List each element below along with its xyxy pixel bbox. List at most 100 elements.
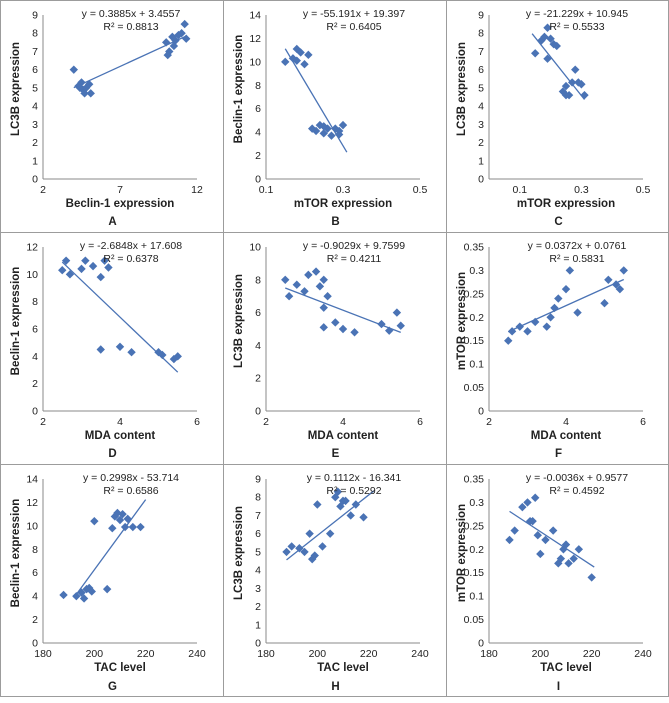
panel-c: 0 1 2 3 4 5 6 7 8 9 0.1 0.3 0.5 mTOR expression LC3B e… [446,0,669,233]
y-tick-label: 12 [249,33,261,45]
data-point [305,529,314,538]
data-point [173,352,182,361]
y-tick-label: 10 [249,56,261,68]
r-squared-label: R² = 0.5533 [549,21,604,33]
panel-caption: G [108,681,117,693]
y-tick-label: 9 [32,10,38,22]
data-point [180,19,189,29]
data-point [377,319,386,329]
data-point [96,272,105,282]
data-point [319,129,328,138]
y-axis-label: mTOR expression [456,272,468,370]
data-point [128,522,138,532]
y-tick-label: 0.1 [469,591,484,603]
y-tick-label: 14 [249,10,261,22]
y-tick-label: 6 [32,64,38,76]
data-point [510,526,519,535]
x-tick-label: 200 [309,648,327,660]
x-tick-label: 240 [634,648,652,660]
data-point [88,261,98,271]
y-tick-label: 5 [32,82,38,94]
r-squared-label: R² = 0.6586 [103,485,158,497]
y-tick-label: 6 [32,324,38,336]
chart-i: 0 0.05 0.1 0.15 0.2 0.25 0.3 0.35 180 200 220 240 TA… [456,472,652,693]
equation-label: y = 0.1112x - 16.341 [307,472,402,484]
y-tick-label: 0.05 [464,382,485,394]
data-point [359,513,368,522]
y-tick-label: 3 [478,119,484,131]
y-tick-label: 10 [249,242,261,254]
y-tick-label: 4 [32,351,38,363]
y-tick-label: 1 [478,155,484,167]
data-point [169,41,179,51]
y-tick-label: 6 [255,528,261,540]
equation-label: y = 0.2998x - 53.714 [83,472,179,484]
data-point [79,594,89,603]
y-tick-label: 2 [255,373,261,385]
y-tick-label: 8 [32,544,38,556]
data-point [96,345,105,354]
data-point [341,496,350,506]
x-tick-label: 220 [137,648,155,660]
data-point [87,587,96,596]
panel-d: 0 2 4 6 8 10 12 2 4 6 MDA content Beclin-1 expressi… [0,232,224,465]
x-tick-label: 0.5 [413,184,428,196]
y-tick-label: 1 [32,155,38,167]
data-point [548,526,558,535]
x-tick-label: 180 [480,648,498,660]
data-point [58,266,67,275]
y-axis-label: mTOR expression [456,504,468,602]
y-axis-label: Beclin-1 expression [10,499,22,608]
y-tick-label: 0.25 [464,520,485,532]
data-point [319,122,328,131]
data-point [311,267,321,276]
data-point [333,487,343,496]
y-tick-label: 7 [478,46,484,58]
data-point [505,535,514,545]
r-squared-label: R² = 0.4592 [549,485,604,497]
y-axis-label: Beclin-1 expression [10,267,22,376]
y-tick-label: 0 [255,406,261,418]
data-point [541,535,550,545]
x-tick-label: 200 [86,648,104,660]
x-tick-label: 12 [191,184,203,196]
trend-line [285,287,401,333]
y-tick-label: 0.2 [469,312,484,324]
y-axis-label: Beclin-1 expression [233,35,245,144]
y-tick-label: 9 [478,10,484,22]
y-tick-label: 6 [478,64,484,76]
data-point [311,126,321,136]
data-point [561,540,571,549]
data-point [292,280,301,289]
y-tick-label: 2 [32,137,38,149]
y-tick-label: 2 [478,137,484,149]
y-tick-label: 14 [26,474,38,486]
data-point [104,263,113,272]
data-point [318,542,327,551]
x-tick-label: 200 [532,648,550,660]
data-point [540,32,549,42]
y-tick-label: 2 [255,150,261,162]
y-tick-label: 0.05 [464,614,485,626]
trend-line [61,261,179,373]
y-tick-label: 10 [26,520,38,532]
data-point [113,508,122,518]
y-tick-label: 7 [32,46,38,58]
data-point [552,41,561,51]
data-point [338,120,348,130]
y-tick-label: 3 [32,119,38,131]
y-tick-label: 6 [255,307,261,319]
y-tick-label: 3 [255,583,261,595]
panel-h: 0 1 2 3 4 5 6 7 8 9 180 200 220 240 TAC level LC3B expr… [223,464,447,697]
x-tick-label: 180 [257,648,275,660]
data-point [561,284,571,294]
data-point [304,270,313,280]
data-point [323,124,332,133]
data-point [346,511,355,520]
y-tick-label: 0.15 [464,567,485,579]
trend-line [509,510,595,568]
chart-h: 0 1 2 3 4 5 6 7 8 9 180 200 220 240 TAC level LC3B expr… [233,472,429,693]
y-tick-label: 0.3 [469,265,484,277]
panel-caption: E [332,448,340,460]
